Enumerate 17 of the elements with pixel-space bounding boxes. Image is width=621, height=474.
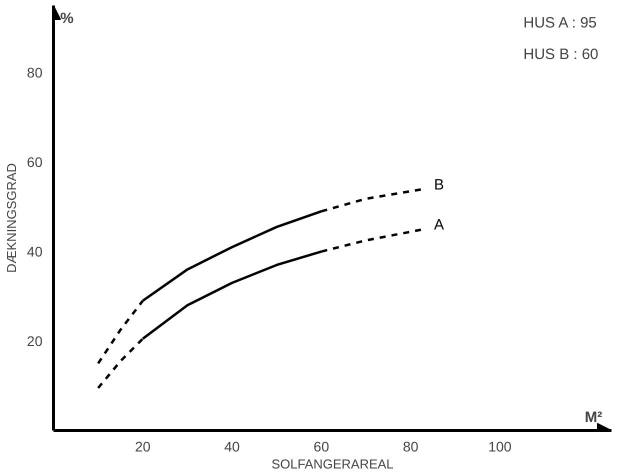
series-label: B	[434, 176, 444, 194]
series-label: A	[434, 216, 444, 234]
x-tick-label: 20	[134, 438, 151, 454]
x-axis-title: SOLFANGERAREAL	[271, 456, 394, 472]
y-tick-label: 40	[26, 244, 43, 260]
x-tick-label: 80	[402, 438, 419, 454]
x-tick-label: 100	[488, 438, 512, 454]
annotation: HUS B : 60	[523, 46, 598, 63]
annotation: %	[60, 10, 74, 27]
y-tick-label: 60	[26, 154, 43, 170]
x-tick-label: 60	[314, 438, 330, 454]
y-tick-label: 80	[26, 64, 43, 81]
y-tick-label: 20	[26, 333, 43, 350]
x-tick-label: 40	[224, 438, 240, 454]
y-axis-title: DÆKNINGSGRAD	[4, 163, 19, 273]
annotation: HUS A : 95	[523, 14, 597, 32]
annotation: M²	[584, 409, 602, 426]
